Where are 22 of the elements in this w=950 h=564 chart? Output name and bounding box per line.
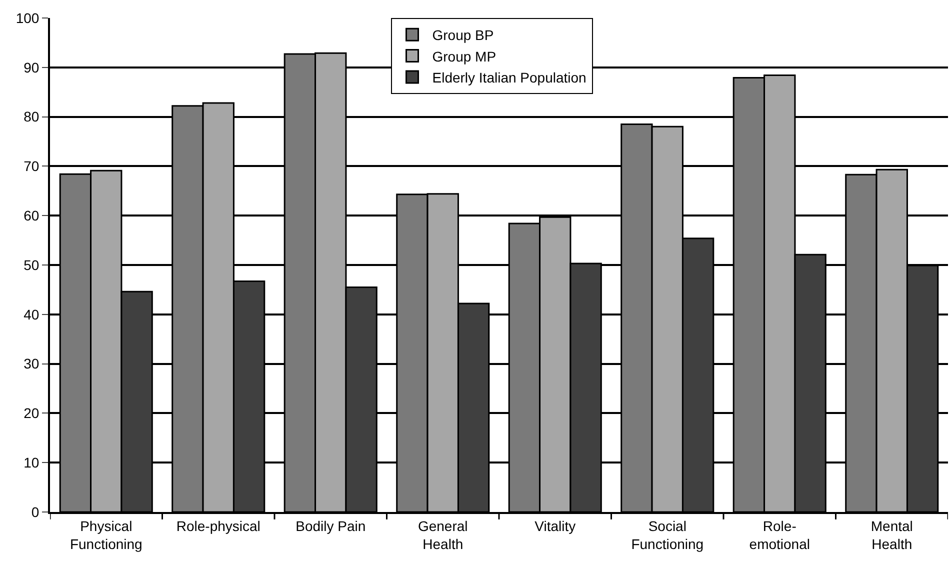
x-tick-label: Social Functioning xyxy=(631,518,704,552)
x-tick-label: General Health xyxy=(418,518,468,552)
y-tick-label: 20 xyxy=(24,405,40,422)
y-tick-label: 50 xyxy=(24,256,40,273)
x-tick-label: Mental Health xyxy=(870,518,913,552)
legend-label: Group BP xyxy=(432,27,494,44)
x-tick-label: Role-physical xyxy=(176,518,260,534)
y-tick-label: 60 xyxy=(24,208,40,224)
y-tick-label: 80 xyxy=(24,108,40,125)
x-tick-label: Bodily Pain xyxy=(296,518,366,534)
y-tick-label: 70 xyxy=(24,158,40,174)
x-tick-label: Physical Functioning xyxy=(70,518,142,552)
y-tick-label: 10 xyxy=(24,454,40,470)
y-tick-label: 90 xyxy=(24,59,40,76)
legend-label: Group MP xyxy=(432,48,496,64)
x-tick-label: Role-emotional xyxy=(749,518,810,552)
x-tick-label: Vitality xyxy=(534,518,576,534)
y-tick-label: 100 xyxy=(16,10,40,26)
legend-label: Elderly Italian Population xyxy=(432,69,586,86)
y-tick-label: 30 xyxy=(24,356,40,372)
y-tick-label: 0 xyxy=(31,504,40,520)
y-tick-label: 40 xyxy=(24,306,40,322)
